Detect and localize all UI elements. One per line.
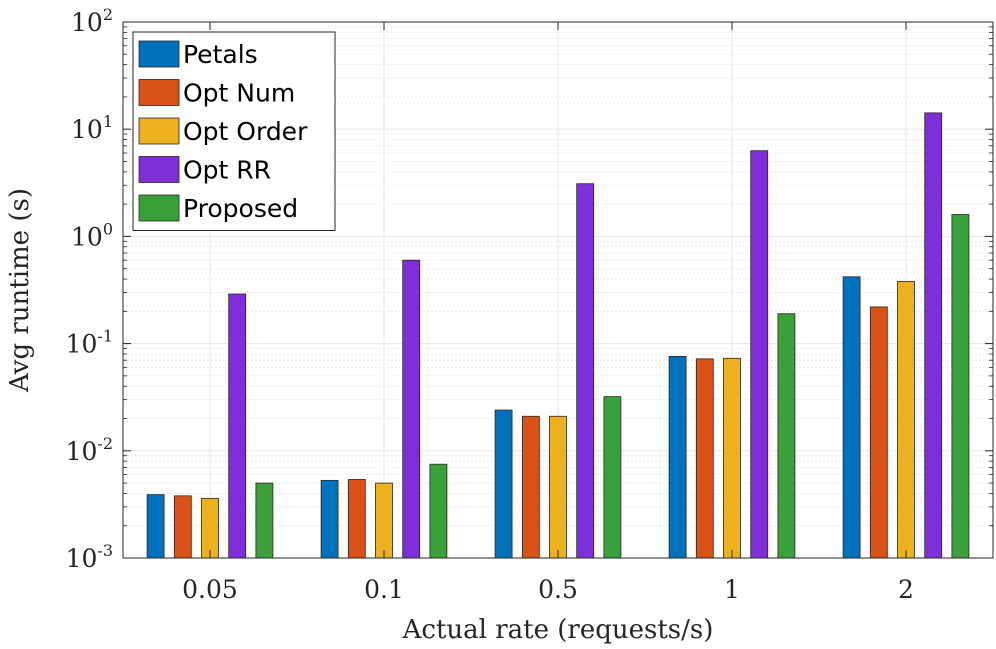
y-tick-exponent: -1	[97, 327, 113, 346]
y-tick-base: 10	[71, 8, 103, 37]
y-tick-base: 10	[71, 222, 103, 251]
x-tick-label: 2	[898, 575, 914, 604]
legend-label: Opt Num	[183, 79, 295, 108]
bar	[494, 409, 513, 559]
legend-swatch	[138, 194, 180, 222]
legend-label: Petals	[183, 40, 258, 69]
bar	[320, 479, 339, 559]
bar	[668, 355, 687, 559]
legend-swatch	[138, 117, 180, 145]
bar	[146, 494, 165, 559]
y-tick-base: 10	[66, 330, 98, 359]
bar	[723, 357, 741, 559]
bar	[897, 281, 915, 559]
bar	[375, 482, 393, 559]
y-tick-base: 10	[66, 544, 98, 573]
legend-swatch	[138, 79, 180, 106]
bar	[402, 259, 421, 559]
bar	[695, 358, 714, 559]
y-tick-label: 10-3	[66, 541, 113, 573]
bar	[429, 463, 448, 559]
legend-label: Opt Order	[183, 117, 308, 146]
y-tick-base: 10	[71, 115, 103, 144]
bar	[603, 396, 622, 559]
bar	[777, 313, 796, 559]
y-tick-exponent: -2	[97, 434, 113, 453]
x-tick-label: 0.1	[364, 575, 404, 604]
legend-swatch	[138, 40, 180, 68]
legend-swatch	[138, 156, 180, 183]
legend-label: Opt RR	[183, 156, 271, 185]
y-tick-exponent: 2	[103, 5, 113, 24]
x-tick-label: 1	[724, 575, 740, 604]
bar	[347, 479, 366, 559]
bar	[924, 112, 943, 559]
y-tick-exponent: 0	[103, 219, 113, 238]
bar	[842, 276, 861, 559]
y-axis-label: Avg runtime (s)	[5, 188, 35, 393]
bar	[869, 306, 888, 559]
y-tick-exponent: -3	[97, 541, 113, 560]
y-tick-label: 10-1	[66, 327, 113, 359]
legend: Petals Opt Num Opt Order Opt RR Proposed	[132, 31, 336, 231]
x-tick-labels: 0.05 0.1 0.5 1 2	[182, 575, 914, 604]
bar	[521, 415, 540, 559]
y-tick-label: 101	[71, 112, 113, 144]
y-tick-label: 102	[71, 5, 113, 37]
bar	[173, 495, 192, 559]
y-tick-base: 10	[66, 437, 98, 466]
bar	[750, 150, 769, 559]
bar	[201, 497, 219, 559]
x-axis-label: Actual rate (requests/s)	[402, 615, 714, 645]
bar	[576, 183, 595, 559]
bar	[951, 214, 970, 559]
bar	[228, 293, 247, 559]
bar	[255, 482, 274, 559]
x-tick-label: 0.05	[182, 575, 238, 604]
y-tick-exponent: 1	[103, 112, 113, 131]
bar	[549, 415, 567, 559]
y-tick-label: 10-2	[66, 434, 113, 466]
x-tick-label: 0.5	[538, 575, 578, 604]
legend-label: Proposed	[183, 194, 298, 223]
axes	[122, 21, 994, 559]
y-tick-label: 100	[71, 219, 113, 251]
bars	[146, 112, 970, 559]
